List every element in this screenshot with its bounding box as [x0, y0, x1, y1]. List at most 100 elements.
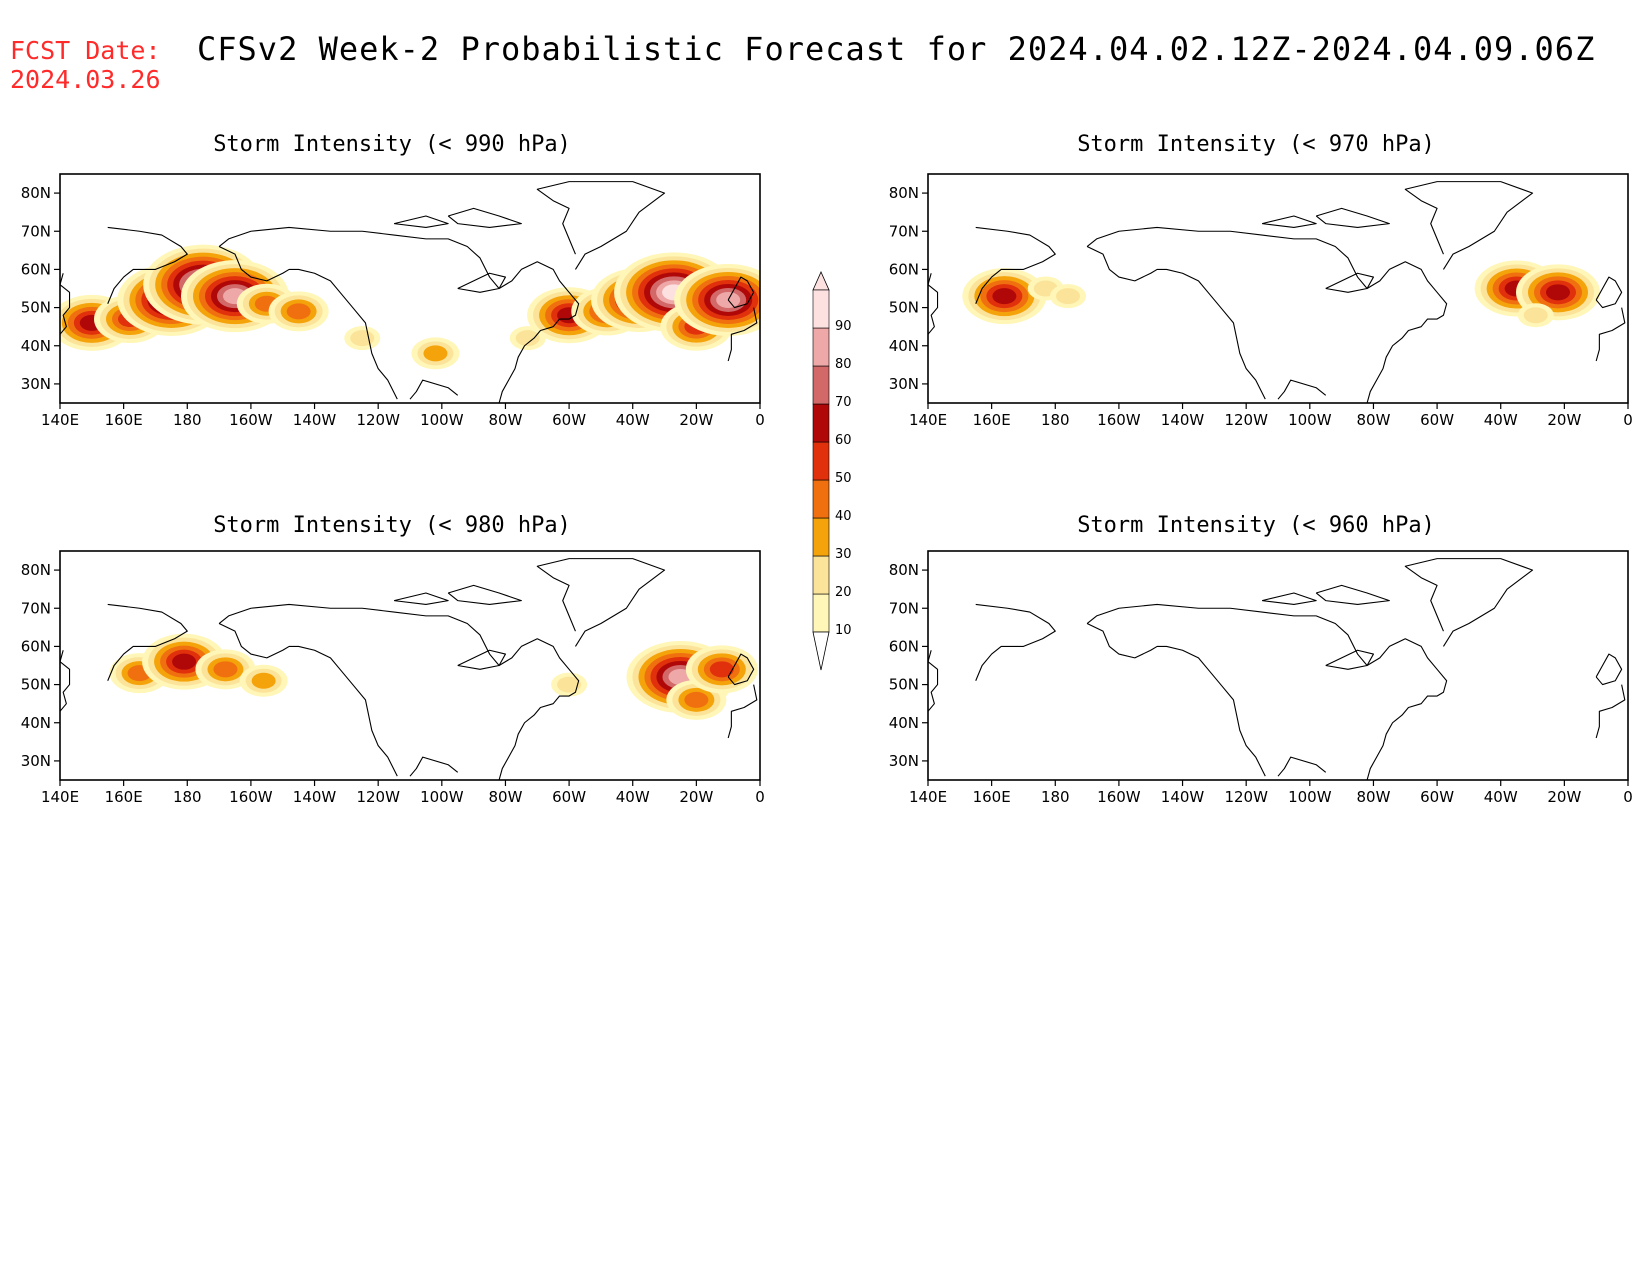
coastline [1595, 307, 1626, 362]
longitude-label: 140W [293, 788, 337, 806]
map-frame [59, 550, 761, 781]
colorbar: 10 20 30 40 50 60 70 80 90 [812, 271, 852, 671]
probability-blob [557, 676, 582, 693]
colorbar-swatch [812, 441, 830, 481]
map-frame [59, 173, 761, 404]
latitude-label: 70N [21, 222, 51, 240]
coastline [1315, 584, 1390, 605]
colorbar-label: 20 [835, 585, 852, 600]
map-990: 80N 70N 60N 50N 40N 30N 140E 160E 180 160W 140W 120… [21, 173, 765, 429]
longitude-label: 20W [679, 411, 713, 429]
coastline [60, 650, 71, 712]
coastline [536, 558, 666, 647]
latitude-label: 70N [889, 599, 919, 617]
colorbar-label: 60 [835, 433, 852, 448]
latitude-label: 70N [889, 222, 919, 240]
latitude-label: 30N [889, 752, 919, 770]
longitude-label: 140W [1161, 411, 1205, 429]
probability-blob [709, 661, 734, 678]
coastline [1086, 246, 1266, 400]
probability-blob [1546, 284, 1570, 301]
probability-blob [1056, 288, 1080, 305]
coastline [60, 273, 71, 335]
colorbar-cap [812, 631, 830, 671]
longitude-label: 180 [173, 411, 202, 429]
longitude-label: 180 [173, 788, 202, 806]
colorbar-swatch [812, 555, 830, 595]
probability-blob [213, 661, 238, 678]
coastline [457, 649, 507, 670]
longitude-label: 20W [1547, 788, 1581, 806]
longitude-label: 60W [1420, 788, 1454, 806]
longitude-label: 160W [229, 411, 273, 429]
coastline [928, 650, 939, 712]
coastline [1325, 272, 1375, 293]
latitude-label: 30N [889, 375, 919, 393]
coastline [1086, 623, 1266, 777]
latitude-label: 40N [889, 337, 919, 355]
longitude-label: 80W [1356, 788, 1390, 806]
longitude-label: 80W [488, 411, 522, 429]
latitude-label: 50N [889, 676, 919, 694]
probability-blob [992, 288, 1017, 305]
latitude-label: 30N [21, 375, 51, 393]
coastline [1404, 181, 1534, 270]
longitude-label: 120W [356, 411, 400, 429]
coastline [1277, 379, 1327, 400]
latitude-label: 60N [889, 637, 919, 655]
longitude-label: 180 [1041, 788, 1070, 806]
coastline [1261, 592, 1317, 605]
probability-blob [1523, 307, 1548, 324]
longitude-label: 160E [973, 788, 1011, 806]
map-frame [927, 550, 1629, 781]
longitude-label: 20W [1547, 411, 1581, 429]
longitude-label: 0 [1623, 411, 1633, 429]
latitude-label: 80N [21, 184, 51, 202]
coastline [218, 246, 398, 400]
colorbar-swatch [812, 517, 830, 557]
latitude-label: 40N [21, 714, 51, 732]
colorbar-label: 30 [835, 547, 852, 562]
latitude-label: 40N [889, 714, 919, 732]
colorbar-label: 90 [835, 319, 852, 334]
colorbar-label: 40 [835, 509, 852, 524]
longitude-label: 120W [1224, 788, 1268, 806]
coastline [218, 226, 580, 403]
coastline [975, 603, 1056, 681]
colorbar-label: 10 [835, 623, 852, 638]
longitude-label: 120W [1224, 411, 1268, 429]
longitude-label: 20W [679, 788, 713, 806]
coastline [1086, 226, 1448, 403]
longitude-label: 100W [1288, 788, 1332, 806]
colorbar-swatch [812, 593, 830, 633]
longitude-label: 60W [552, 788, 586, 806]
longitude-label: 0 [1623, 788, 1633, 806]
latitude-label: 60N [21, 260, 51, 278]
colorbar-swatch [812, 479, 830, 519]
longitude-label: 120W [356, 788, 400, 806]
longitude-label: 140E [41, 411, 79, 429]
longitude-label: 160E [105, 788, 143, 806]
coastline [1595, 653, 1623, 686]
coastline [393, 592, 449, 605]
coastline [393, 215, 449, 228]
forecast-date-label: FCST Date: [10, 36, 161, 65]
longitude-label: 160W [1097, 411, 1141, 429]
panel-title-960: Storm Intensity (< 960 hPa) [1077, 513, 1435, 538]
panel-title-990: Storm Intensity (< 990 hPa) [213, 132, 571, 157]
longitude-label: 80W [1356, 411, 1390, 429]
longitude-label: 40W [616, 411, 650, 429]
longitude-label: 100W [420, 788, 464, 806]
longitude-label: 180 [1041, 411, 1070, 429]
probability-blob [286, 303, 311, 320]
latitude-label: 80N [889, 184, 919, 202]
coastline [727, 276, 755, 309]
coastline [1404, 558, 1534, 647]
longitude-label: 40W [1484, 788, 1518, 806]
probability-blob [251, 672, 276, 689]
latitude-label: 50N [21, 299, 51, 317]
map-980: 80N 70N 60N 50N 40N 30N 140E 160E 180 160W 140W 120… [21, 550, 765, 806]
coastline [727, 684, 758, 739]
longitude-label: 60W [1420, 411, 1454, 429]
latitude-label: 80N [889, 561, 919, 579]
